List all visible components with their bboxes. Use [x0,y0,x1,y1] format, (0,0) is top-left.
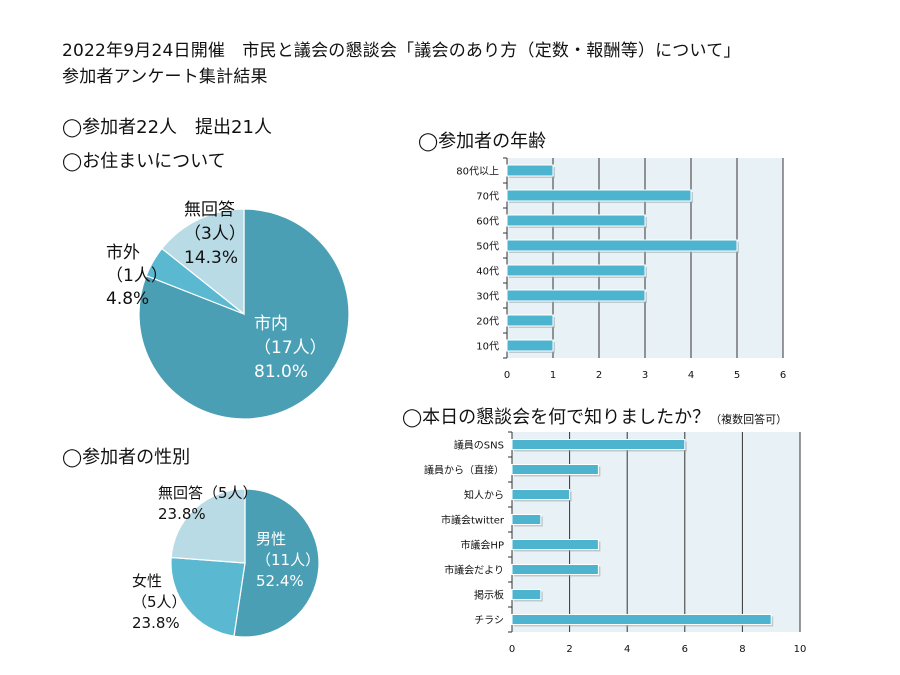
pie-label-name: 男性 [256,530,286,548]
x-tick-label: 5 [734,370,740,381]
bar [511,439,686,450]
bar [506,214,646,227]
bar [511,464,599,475]
pie-slice [170,488,246,564]
category-label: 60代 [476,216,499,228]
bar [511,489,571,500]
category-label: 知人から [464,489,504,502]
pie-label-count: （17人） [254,338,327,358]
x-tick-label: 0 [509,644,515,655]
source-heading: ◯本日の懇談会を何で知りましたか？ [402,407,711,428]
source-heading-wrap: ◯本日の懇談会を何で知りましたか？（複数回答可） [402,403,787,429]
page-title-line2: 参加者アンケート集計結果 [62,67,268,87]
pie-label-name: 市内 [254,314,288,334]
pie-slice [170,556,246,637]
plot-area [512,432,800,632]
category-label: 議員のSNS [454,439,504,452]
x-tick-label: 2 [566,644,572,655]
x-tick-label: 4 [688,370,694,381]
participants-summary: ◯参加者22人 提出21人 [62,117,272,138]
category-label: 40代 [476,266,499,278]
category-label: 30代 [476,291,499,303]
gender-pie-chart: 男性（11人）52.4%女性（5人）23.8%無回答（5人）23.8% [132,484,320,638]
category-label: 掲示板 [474,589,504,602]
x-tick-label: 3 [642,370,648,381]
pie-label-name: 女性 [132,572,162,590]
category-label: チラシ [474,615,504,627]
pie-label-pct: 81.0% [254,362,308,382]
pie-label-name: 無回答 [184,200,235,220]
category-label: 市議会twitter [441,514,505,527]
category-label: 70代 [476,191,499,203]
pie-label-pct: 52.4% [256,572,304,590]
pie-slice [233,488,320,638]
x-tick-label: 6 [780,370,786,381]
pie-label-pct: 14.3% [184,248,238,268]
bar [506,264,646,277]
x-tick-label: 10 [794,644,807,655]
x-tick-label: 0 [504,370,510,381]
pie-label: 無回答（5人） [158,484,258,502]
bar [506,314,554,327]
category-label: 80代以上 [456,166,499,178]
bar [506,289,646,302]
x-tick-label: 2 [596,370,602,381]
pie-label-pct: 23.8% [158,505,206,523]
bar [506,189,692,202]
bar [511,514,542,525]
source-note: （複数回答可） [710,413,788,426]
x-tick-label: 1 [550,370,556,381]
category-label: 20代 [476,316,499,328]
pie-label-name: 市外 [106,243,140,263]
category-label: 10代 [476,341,499,353]
age-bar-chart: 0 1 2 3 4 5 6 80代以上 70代 60代 50代 40代 30代 20代 10代 [456,157,786,381]
category-label: 議員から（直接） [424,464,504,477]
bar [506,164,554,177]
pie-label-pct: 23.8% [132,614,180,632]
x-tick-label: 8 [739,644,745,655]
pie-slice [161,208,245,316]
bar [511,614,772,625]
bar [511,589,542,600]
pie-label-count: （5人） [132,593,187,611]
pie-label-count: （5人） [203,484,258,502]
x-tick-label: 4 [624,644,630,655]
bar [511,539,599,550]
pie-label-pct: 4.8% [106,289,149,309]
category-label: 50代 [476,241,499,253]
pie-label-count: （11人） [256,551,320,569]
page-title-line1: 2022年9月24日開催 市民と議会の懇談会「議会のあり方（定数・報酬等）につい… [62,41,741,61]
x-tick-label: 6 [682,644,688,655]
gender-heading: ◯参加者の性別 [62,447,191,468]
bar [506,239,738,252]
pie-label-count: （1人） [106,266,168,286]
residence-pie-chart: 市内 （17人） 81.0% 市外 （1人） 4.8% 無回答 （3人） 14.3% [106,200,350,420]
bar [511,564,599,575]
residence-heading: ◯お住まいについて [62,151,226,172]
category-label: 市議会HP [460,539,504,552]
pie-label-name: 無回答 [158,484,203,502]
bar [506,339,554,352]
pie-label-count: （3人） [184,224,246,244]
age-heading: ◯参加者の年齢 [418,131,547,152]
category-label: 市議会だより [444,564,504,577]
